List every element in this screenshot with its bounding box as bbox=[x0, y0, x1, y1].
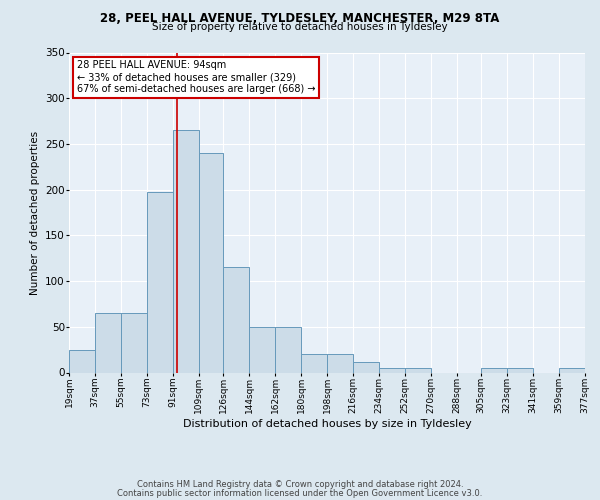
Bar bbox=[121, 313, 147, 372]
Bar bbox=[327, 354, 353, 372]
Bar bbox=[353, 362, 379, 372]
Bar bbox=[69, 350, 95, 372]
X-axis label: Distribution of detached houses by size in Tyldesley: Distribution of detached houses by size … bbox=[182, 418, 472, 428]
Bar bbox=[559, 368, 585, 372]
Bar bbox=[147, 192, 173, 372]
Bar bbox=[249, 327, 275, 372]
Text: Size of property relative to detached houses in Tyldesley: Size of property relative to detached ho… bbox=[152, 22, 448, 32]
Text: 28 PEEL HALL AVENUE: 94sqm
← 33% of detached houses are smaller (329)
67% of sem: 28 PEEL HALL AVENUE: 94sqm ← 33% of deta… bbox=[77, 60, 315, 94]
Y-axis label: Number of detached properties: Number of detached properties bbox=[29, 130, 40, 294]
Text: Contains HM Land Registry data © Crown copyright and database right 2024.: Contains HM Land Registry data © Crown c… bbox=[137, 480, 463, 489]
Bar bbox=[301, 354, 327, 372]
Bar bbox=[95, 313, 121, 372]
Bar bbox=[405, 368, 431, 372]
Bar bbox=[507, 368, 533, 372]
Text: 28, PEEL HALL AVENUE, TYLDESLEY, MANCHESTER, M29 8TA: 28, PEEL HALL AVENUE, TYLDESLEY, MANCHES… bbox=[100, 12, 500, 26]
Text: Contains public sector information licensed under the Open Government Licence v3: Contains public sector information licen… bbox=[118, 489, 482, 498]
Bar bbox=[379, 368, 405, 372]
Bar bbox=[173, 130, 199, 372]
Bar bbox=[223, 268, 249, 372]
Bar bbox=[199, 153, 223, 372]
Bar bbox=[481, 368, 507, 372]
Bar bbox=[275, 327, 301, 372]
